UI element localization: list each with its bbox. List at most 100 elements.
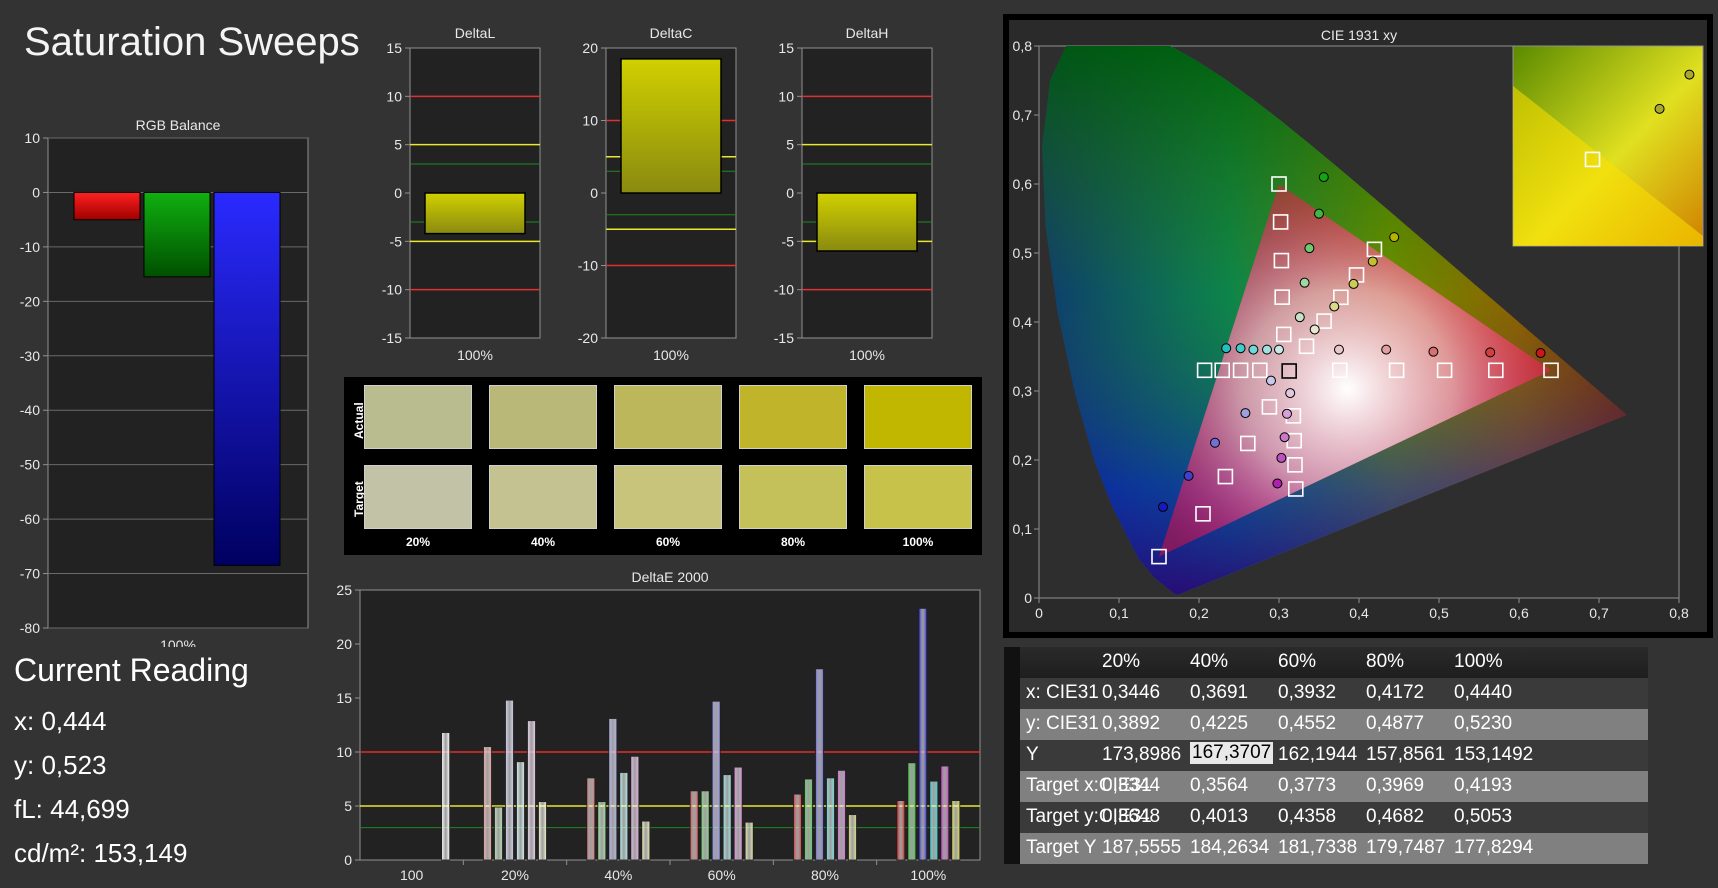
- measured-point: [1266, 375, 1276, 386]
- cie-xtick-label: 0,8: [1669, 605, 1689, 621]
- delta-h-chart: DeltaH 15 10 5 0 -5 -10 -15 100%: [774, 25, 933, 363]
- rgb-ytick-label: -40: [20, 402, 40, 418]
- row-marker: [1004, 740, 1020, 771]
- target-marker: [1240, 435, 1256, 452]
- measured-point: [1294, 312, 1305, 323]
- table-row[interactable]: y: CIE31 0,3892 0,4225 0,4552 0,4877 0,5230: [1004, 709, 1648, 740]
- measured-point: [1272, 478, 1283, 489]
- delta-c-title: DeltaC: [650, 25, 693, 41]
- rgb-title: RGB Balance: [136, 117, 221, 133]
- rgb-ytick-label: -10: [20, 239, 40, 255]
- delta-c-chart: DeltaC 20 10 0 -10 -20 100%: [578, 25, 737, 363]
- measured-point: [1262, 344, 1272, 355]
- target-marker: [1275, 326, 1292, 343]
- rgb-balance-chart: RGB Balance 10 0 -10 -20 -30 -40 -50 -60 -70 -80 10…: [20, 117, 309, 647]
- reading-y: y: 0,523: [14, 750, 107, 780]
- delta-h-ytick-label: -10: [774, 282, 794, 298]
- delta-c-ytick-label: 10: [582, 113, 598, 129]
- measured-point: [1221, 343, 1232, 354]
- delta-e-bar: [951, 800, 961, 861]
- measured-point: [1210, 437, 1220, 448]
- table-cell: 177,8294: [1454, 837, 1534, 858]
- measured-point: [1235, 343, 1246, 354]
- table-cell: 0,4172: [1366, 682, 1425, 703]
- table-row[interactable]: Target y:CIE31 0,3648 0,4013 0,4358 0,4682 0,…: [1004, 802, 1648, 833]
- cie-ytick-label: 0,5: [1013, 245, 1033, 261]
- delta-e-bar: [733, 766, 743, 861]
- table-cell: 0,3648: [1102, 806, 1161, 827]
- target-marker: [1388, 362, 1405, 379]
- table-cell: 0,3932: [1278, 682, 1337, 703]
- delta-e-ytick-label: 25: [336, 582, 352, 598]
- column-header: 40%: [1190, 651, 1229, 672]
- white-point-marker: [1281, 363, 1297, 379]
- cie-ytick-label: 0,2: [1013, 452, 1033, 468]
- delta-e-bar: [826, 777, 835, 861]
- target-marker: [1273, 252, 1290, 269]
- delta-e-xtick-label: 100: [400, 867, 424, 883]
- table-cell: 167,3707: [1190, 742, 1274, 764]
- actual-swatch: [739, 385, 847, 449]
- delta-c-bar: [620, 58, 722, 194]
- delta-e-bar: [630, 755, 640, 861]
- table-cell: 0,3344: [1102, 775, 1161, 796]
- column-header: 60%: [1278, 651, 1317, 672]
- delta-c-ytick-label: -10: [578, 258, 598, 274]
- delta-e-xtick-label: 60%: [708, 867, 736, 883]
- cie-xtick-label: 0,6: [1509, 605, 1529, 621]
- target-swatch: [614, 465, 722, 529]
- column-header: 20%: [1102, 651, 1141, 672]
- cie-xtick-label: 0,5: [1429, 605, 1449, 621]
- row-marker: [1004, 678, 1020, 709]
- table-row[interactable]: Target Y 187,5555 184,2634 181,7338 179,7487…: [1004, 833, 1648, 864]
- delta-h-bar: [816, 192, 918, 252]
- rgb-xtick-label: 100%: [160, 637, 196, 647]
- swatch-label: 20%: [405, 535, 431, 549]
- table-cell: 0,3564: [1190, 775, 1249, 796]
- measured-point: [1485, 347, 1496, 358]
- table-cell: 0,3773: [1278, 775, 1337, 796]
- delta-e-bar: [505, 699, 514, 861]
- row-label: Y: [1026, 744, 1039, 765]
- swatch-label: 60%: [655, 535, 681, 549]
- table-cell: 0,4682: [1366, 806, 1425, 827]
- target-marker: [1298, 338, 1315, 355]
- measured-point: [1248, 344, 1259, 355]
- delta-e-xtick-label: 80%: [811, 867, 839, 883]
- target-marker: [1252, 362, 1268, 379]
- cie-xtick-label: 0: [1035, 605, 1043, 621]
- delta-e-bar: [516, 761, 525, 861]
- measured-point: [1282, 408, 1292, 419]
- delta-e-bar: [700, 790, 710, 861]
- table-row[interactable]: Target x:CIE31 0,3344 0,3564 0,3773 0,3969 0,…: [1004, 771, 1648, 802]
- delta-e-bar: [907, 762, 917, 861]
- table-cell: 0,4358: [1278, 806, 1337, 827]
- measured-point: [1285, 388, 1296, 399]
- target-marker: [1272, 214, 1289, 230]
- delta-e-ytick-label: 20: [336, 636, 352, 652]
- measured-point: [1389, 232, 1400, 243]
- table-cell: 0,3691: [1190, 682, 1249, 703]
- delta-e-bar: [837, 769, 846, 861]
- target-marker: [1333, 289, 1349, 306]
- measured-point: [1240, 408, 1251, 419]
- table-row[interactable]: x: CIE31 0,3446 0,3691 0,3932 0,4172 0,4440: [1004, 678, 1648, 709]
- target-swatch: [364, 465, 472, 529]
- delta-e-bar: [815, 668, 824, 861]
- measured-point: [1183, 470, 1194, 481]
- delta-h-ytick-label: 10: [778, 88, 794, 104]
- inset-measured-point: [1654, 103, 1665, 114]
- delta-e-plot-area: [359, 589, 981, 861]
- rgb-ytick-label: -60: [20, 511, 40, 527]
- target-marker: [1366, 241, 1383, 258]
- table-cell: 0,4225: [1190, 713, 1249, 734]
- rgb-ytick-label: -70: [20, 566, 40, 582]
- table-header: 20% 40% 60% 80% 100%: [1004, 647, 1648, 678]
- target-marker: [1274, 289, 1291, 305]
- rgb-ytick-label: -30: [20, 348, 40, 364]
- delta-e-xtick-label: 20%: [501, 867, 529, 883]
- delta-e-bar: [940, 765, 950, 861]
- delta-e-2000-chart: DeltaE 2000 25 20 15 10 5 0 100 20% 40% 60% 80% 100%: [336, 569, 981, 883]
- table-row[interactable]: Y 173,8986 167,3707 162,1944 157,8561 153,149…: [1004, 740, 1648, 771]
- delta-e-bar: [608, 718, 618, 861]
